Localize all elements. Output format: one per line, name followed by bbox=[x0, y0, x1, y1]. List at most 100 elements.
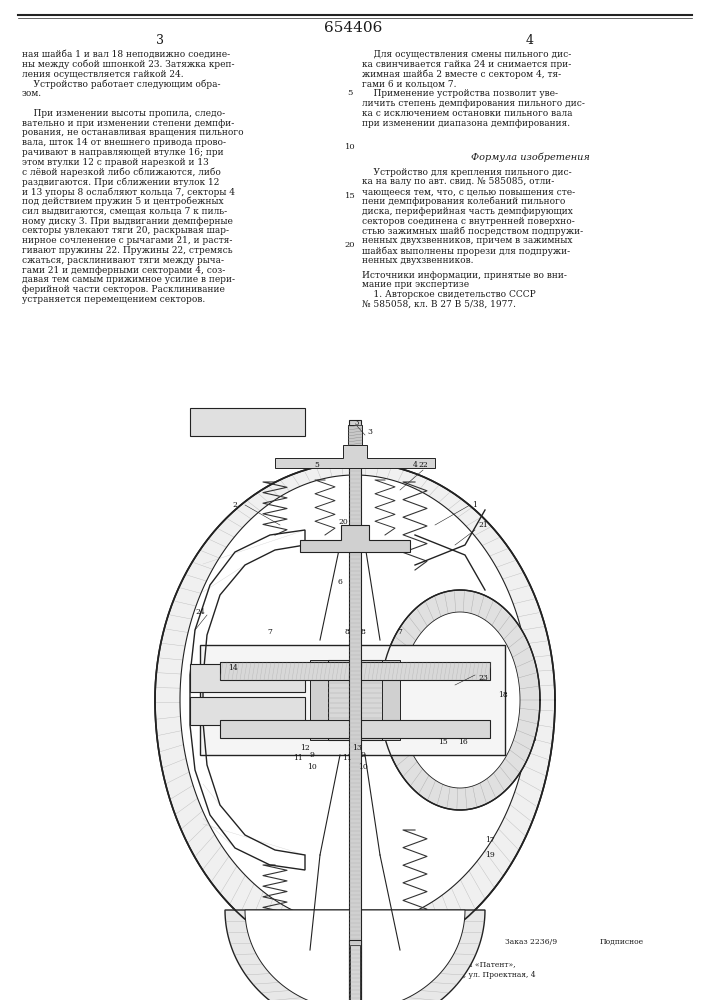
Text: зом.: зом. bbox=[22, 89, 42, 98]
Text: сил выдвигаются, смещая кольца 7 к пиль-: сил выдвигаются, смещая кольца 7 к пиль- bbox=[22, 207, 227, 216]
Text: секторы увлекают тяги 20, раскрывая шар-: секторы увлекают тяги 20, раскрывая шар- bbox=[22, 226, 229, 235]
Text: 8: 8 bbox=[361, 628, 366, 636]
Bar bbox=[190, 664, 305, 692]
Bar bbox=[349, 420, 361, 1000]
Polygon shape bbox=[225, 910, 485, 1000]
Bar bbox=[485, 635, 513, 665]
Text: Формула изобретения: Формула изобретения bbox=[471, 153, 590, 162]
Text: 11: 11 bbox=[342, 754, 352, 762]
Text: Для осуществления смены пильного дис-: Для осуществления смены пильного дис- bbox=[362, 50, 571, 59]
Text: ка с исключением остановки пильного вала: ка с исключением остановки пильного вала bbox=[362, 109, 573, 118]
Text: гами 6 и кольцом 7.: гами 6 и кольцом 7. bbox=[362, 79, 457, 88]
Text: 14: 14 bbox=[228, 664, 238, 672]
Text: Источники информации, принятые во вни-: Источники информации, принятые во вни- bbox=[362, 270, 567, 279]
Text: 15: 15 bbox=[438, 738, 448, 746]
Text: пени демпфирования колебаний пильного: пени демпфирования колебаний пильного bbox=[362, 197, 566, 207]
Text: 23: 23 bbox=[478, 674, 488, 682]
Text: Филиал ППП «Патент»,: Филиал ППП «Патент», bbox=[420, 960, 515, 968]
Text: стью зажимных шайб посредством подпружи-: стью зажимных шайб посредством подпружи- bbox=[362, 226, 583, 236]
Bar bbox=[350, 945, 360, 1000]
Text: давая тем самым прижимное усилие в пери-: давая тем самым прижимное усилие в пери- bbox=[22, 275, 235, 284]
Text: 16: 16 bbox=[458, 738, 468, 746]
Polygon shape bbox=[275, 445, 435, 468]
Text: диска, периферийная часть демпфирующих: диска, периферийная часть демпфирующих bbox=[362, 207, 573, 216]
Text: ненных двухзвенников, причем в зажимных: ненных двухзвенников, причем в зажимных bbox=[362, 236, 573, 245]
Text: 3: 3 bbox=[355, 419, 359, 427]
Text: личить степень демпфирования пильного дис-: личить степень демпфирования пильного ди… bbox=[362, 99, 585, 108]
Text: ны между собой шпонкой 23. Затяжка креп-: ны между собой шпонкой 23. Затяжка креп- bbox=[22, 60, 235, 69]
Text: 4: 4 bbox=[413, 461, 417, 469]
Polygon shape bbox=[180, 475, 530, 925]
Text: под действием пружин 5 и центробежных: под действием пружин 5 и центробежных bbox=[22, 197, 223, 207]
Bar bbox=[430, 685, 455, 715]
Text: 8: 8 bbox=[344, 628, 349, 636]
Text: шайбах выполнены прорези для подпружи-: шайбах выполнены прорези для подпружи- bbox=[362, 246, 570, 255]
Bar bbox=[220, 720, 490, 738]
Bar bbox=[384, 689, 406, 711]
Text: 2: 2 bbox=[233, 501, 238, 509]
Text: 15: 15 bbox=[344, 192, 356, 200]
Text: 13: 13 bbox=[352, 744, 362, 752]
Text: мание при экспертизе: мание при экспертизе bbox=[362, 280, 469, 289]
Text: 5: 5 bbox=[347, 89, 353, 97]
Text: № 585058, кл. В 27 В 5/38, 1977.: № 585058, кл. В 27 В 5/38, 1977. bbox=[362, 300, 516, 309]
Text: 9: 9 bbox=[361, 751, 366, 759]
Bar bbox=[515, 697, 535, 715]
Text: рачивают в направляющей втулке 16; при: рачивают в направляющей втулке 16; при bbox=[22, 148, 223, 157]
Text: 7: 7 bbox=[397, 628, 402, 636]
Text: ная шайба 1 и вал 18 неподвижно соедине-: ная шайба 1 и вал 18 неподвижно соедине- bbox=[22, 50, 230, 59]
Text: 5: 5 bbox=[315, 461, 320, 469]
Text: Заказ 2236/9: Заказ 2236/9 bbox=[505, 938, 557, 946]
Text: раздвигаются. При сближении втулок 12: раздвигаются. При сближении втулок 12 bbox=[22, 177, 219, 187]
Bar bbox=[348, 425, 362, 445]
Bar bbox=[402, 689, 424, 711]
Polygon shape bbox=[190, 530, 305, 870]
Polygon shape bbox=[400, 612, 520, 788]
Text: 10: 10 bbox=[345, 143, 356, 151]
Bar bbox=[349, 940, 361, 1000]
Text: г. Ужгород, ул. Проектная, 4: г. Ужгород, ул. Проектная, 4 bbox=[420, 971, 536, 979]
Text: 6: 6 bbox=[337, 578, 342, 586]
Text: Устройство работает следующим обра-: Устройство работает следующим обра- bbox=[22, 79, 221, 89]
Text: 10: 10 bbox=[358, 763, 368, 771]
Bar bbox=[515, 722, 535, 740]
Text: ления осуществляется гайкой 24.: ления осуществляется гайкой 24. bbox=[22, 70, 184, 79]
Bar bbox=[485, 735, 513, 765]
Polygon shape bbox=[300, 525, 410, 552]
Text: 12: 12 bbox=[300, 744, 310, 752]
Bar bbox=[328, 660, 383, 740]
Text: гами 21 и демпферными секторами 4, соз-: гами 21 и демпферными секторами 4, соз- bbox=[22, 266, 226, 275]
Bar bbox=[382, 660, 400, 740]
Text: 1: 1 bbox=[472, 501, 477, 509]
Text: ЦНИИПИ: ЦНИИПИ bbox=[420, 938, 460, 946]
Text: 21: 21 bbox=[478, 521, 488, 529]
Text: устраняется перемещением секторов.: устраняется перемещением секторов. bbox=[22, 295, 205, 304]
Bar bbox=[190, 697, 305, 725]
Bar bbox=[200, 645, 505, 755]
Text: Устройство для крепления пильного дис-: Устройство для крепления пильного дис- bbox=[362, 168, 572, 177]
Text: 4: 4 bbox=[526, 33, 534, 46]
Text: гивают пружины 22. Пружины 22, стремясь: гивают пружины 22. Пружины 22, стремясь bbox=[22, 246, 233, 255]
Text: при изменении диапазона демпфирования.: при изменении диапазона демпфирования. bbox=[362, 119, 570, 128]
Polygon shape bbox=[245, 910, 465, 1000]
Text: Тираж 582: Тираж 582 bbox=[420, 949, 463, 957]
Text: нирное сочленение с рычагами 21, и растя-: нирное сочленение с рычагами 21, и растя… bbox=[22, 236, 233, 245]
Text: 22: 22 bbox=[418, 461, 428, 469]
Bar bbox=[286, 689, 308, 711]
Bar bbox=[304, 689, 326, 711]
Text: 9: 9 bbox=[310, 751, 315, 759]
Text: Подписное: Подписное bbox=[600, 938, 644, 946]
Bar bbox=[286, 665, 308, 687]
Text: При изменении высоты пропила, следо-: При изменении высоты пропила, следо- bbox=[22, 109, 225, 118]
Text: чающееся тем, что, с целью повышения сте-: чающееся тем, что, с целью повышения сте… bbox=[362, 187, 575, 196]
Text: 3: 3 bbox=[368, 428, 373, 436]
Text: 10: 10 bbox=[307, 763, 317, 771]
Text: 654406: 654406 bbox=[324, 21, 382, 35]
Text: 24: 24 bbox=[195, 608, 205, 616]
Text: Применение устройства позволит уве-: Применение устройства позволит уве- bbox=[362, 89, 558, 98]
Text: с лёвой нарезкой либо сближаются, либо: с лёвой нарезкой либо сближаются, либо bbox=[22, 168, 221, 177]
Polygon shape bbox=[380, 590, 540, 810]
Text: вала, шток 14 от внешнего привода прово-: вала, шток 14 от внешнего привода прово- bbox=[22, 138, 226, 147]
Text: ферийной части секторов. Расклинивание: ферийной части секторов. Расклинивание bbox=[22, 285, 225, 294]
Bar bbox=[515, 667, 535, 685]
